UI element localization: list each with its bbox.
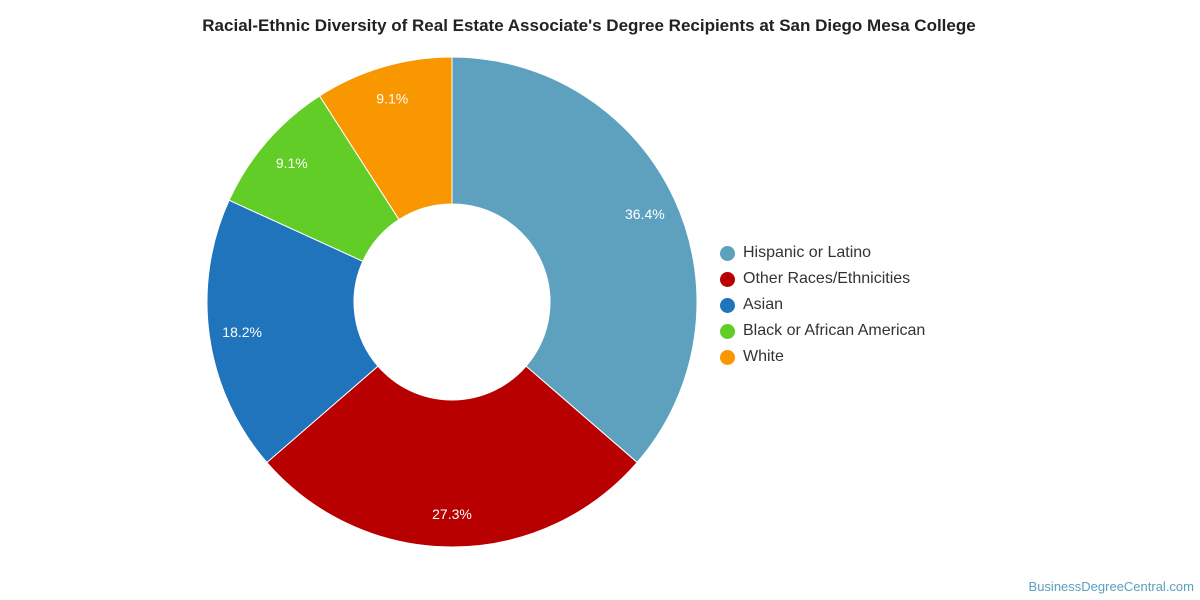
legend-item[interactable]: White [720,344,925,370]
legend-item[interactable]: Hispanic or Latino [720,240,925,266]
legend-item[interactable]: Other Races/Ethnicities [720,266,925,292]
slice-hispanic-or-latino[interactable] [451,56,698,464]
legend-label: Hispanic or Latino [743,244,872,261]
slice-label: 9.1% [276,155,308,171]
legend-item[interactable]: Asian [720,292,925,318]
slice-other-races-ethnicities[interactable] [266,365,638,548]
chart-title: Racial-Ethnic Diversity of Real Estate A… [202,16,976,35]
legend-label: Black or African American [743,322,926,339]
legend-label: Asian [743,296,784,313]
slices-group [206,56,698,548]
slice-asian[interactable] [206,199,379,464]
slice-labels-group: 36.4% 27.3% 18.2% 9.1% 9.1% [222,91,664,522]
slice-label: 9.1% [376,91,408,107]
legend-item[interactable]: Black or African American [720,318,925,344]
legend: Hispanic or Latino Other Races/Ethnicitie… [720,240,925,370]
legend-label: Other Races/Ethnicities [743,270,911,287]
legend-swatch [720,271,735,287]
source-credit[interactable]: BusinessDegreeCentral.com [1028,579,1194,594]
legend-swatch [720,323,735,339]
legend-swatch [720,245,735,261]
slice-label: 18.2% [222,324,262,340]
legend-label: White [743,348,784,365]
legend-swatch [720,297,735,313]
slice-label: 27.3% [432,506,472,522]
slice-label: 36.4% [625,206,665,222]
slice-white[interactable] [318,56,453,221]
legend-swatch [720,349,735,365]
